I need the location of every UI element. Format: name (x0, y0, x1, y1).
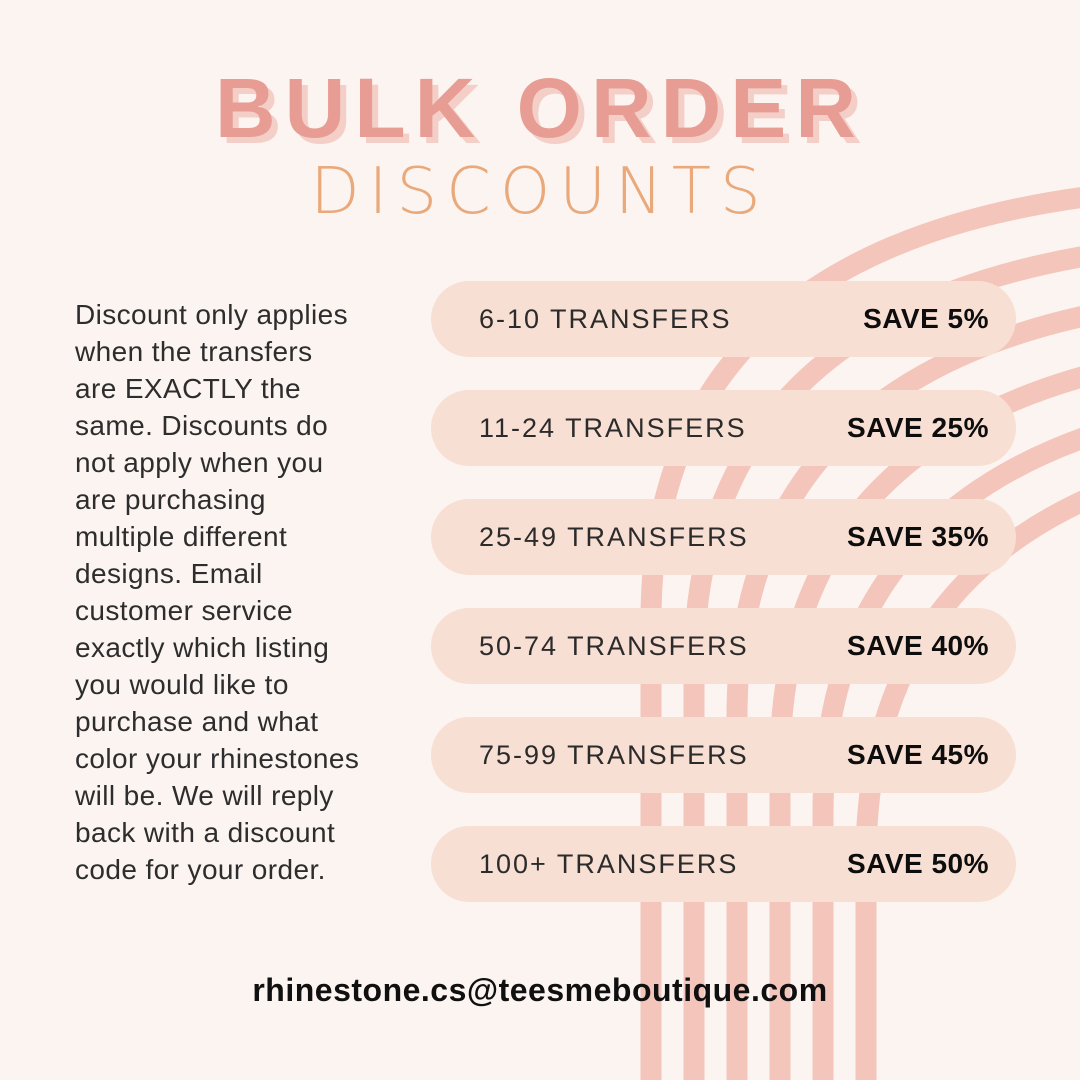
save-percent-label: SAVE 35% (847, 521, 989, 552)
transfer-range-label: 6-10 TRANSFERS (479, 303, 732, 334)
discount-row: 6-10 TRANSFERS SAVE 5% (431, 281, 1016, 357)
discount-list: 6-10 TRANSFERS SAVE 5% 11-24 TRANSFERS S… (431, 281, 1016, 902)
page-title: BULK ORDER (215, 61, 865, 155)
page-subtitle: DISCOUNTS (310, 155, 770, 229)
intro-paragraph: Discount only applies when the transfers… (75, 299, 360, 885)
save-percent-label: SAVE 50% (847, 848, 989, 879)
transfer-range-label: 25-49 TRANSFERS (479, 521, 749, 552)
transfer-range-label: 11-24 TRANSFERS (479, 412, 747, 443)
save-percent-label: SAVE 5% (863, 303, 989, 334)
save-percent-label: SAVE 40% (847, 630, 989, 661)
transfer-range-label: 100+ TRANSFERS (479, 848, 739, 879)
discount-row: 25-49 TRANSFERS SAVE 35% (431, 499, 1016, 575)
discount-row: 100+ TRANSFERS SAVE 50% (431, 826, 1016, 902)
save-percent-label: SAVE 45% (847, 739, 989, 770)
decor-stripe-path (683, 246, 1080, 1080)
contact-email: rhinestone.cs@teesmeboutique.com (252, 972, 828, 1008)
transfer-range-label: 75-99 TRANSFERS (479, 739, 749, 770)
discount-row: 50-74 TRANSFERS SAVE 40% (431, 608, 1016, 684)
discount-row: 75-99 TRANSFERS SAVE 45% (431, 717, 1016, 793)
discount-row: 11-24 TRANSFERS SAVE 25% (431, 390, 1016, 466)
save-percent-label: SAVE 25% (847, 412, 989, 443)
transfer-range-label: 50-74 TRANSFERS (479, 630, 749, 661)
